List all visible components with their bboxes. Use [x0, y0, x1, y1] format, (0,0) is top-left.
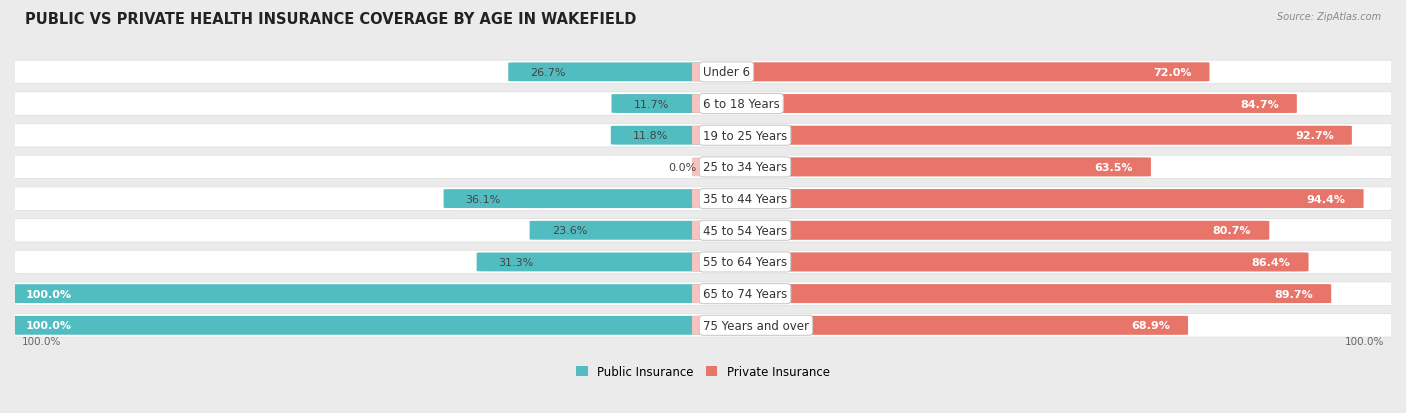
Text: 72.0%: 72.0%	[1153, 68, 1191, 78]
FancyBboxPatch shape	[720, 95, 1296, 114]
FancyBboxPatch shape	[509, 63, 714, 82]
FancyBboxPatch shape	[1, 124, 1405, 147]
Text: 31.3%: 31.3%	[499, 257, 534, 267]
Text: 100.0%: 100.0%	[25, 320, 72, 330]
Text: Source: ZipAtlas.com: Source: ZipAtlas.com	[1277, 12, 1381, 22]
FancyBboxPatch shape	[720, 253, 1309, 272]
FancyBboxPatch shape	[610, 126, 714, 145]
Text: 11.8%: 11.8%	[633, 131, 668, 141]
Text: 100.0%: 100.0%	[22, 336, 62, 346]
Text: 25 to 34 Years: 25 to 34 Years	[703, 161, 787, 174]
Text: 86.4%: 86.4%	[1251, 257, 1291, 267]
Text: 100.0%: 100.0%	[25, 289, 72, 299]
Text: 94.4%: 94.4%	[1306, 194, 1346, 204]
FancyBboxPatch shape	[692, 221, 1270, 240]
FancyBboxPatch shape	[1, 219, 1405, 242]
FancyBboxPatch shape	[1, 314, 1405, 337]
FancyBboxPatch shape	[1, 156, 1405, 179]
Text: 45 to 54 Years: 45 to 54 Years	[703, 224, 787, 237]
FancyBboxPatch shape	[530, 221, 714, 240]
FancyBboxPatch shape	[720, 285, 1331, 303]
FancyBboxPatch shape	[1, 61, 1405, 84]
Text: 35 to 44 Years: 35 to 44 Years	[703, 192, 787, 206]
Text: 100.0%: 100.0%	[1344, 336, 1384, 346]
FancyBboxPatch shape	[692, 126, 1351, 145]
Legend: Public Insurance, Private Insurance: Public Insurance, Private Insurance	[576, 366, 830, 378]
Text: 55 to 64 Years: 55 to 64 Years	[703, 256, 787, 269]
FancyBboxPatch shape	[1, 188, 1405, 211]
FancyBboxPatch shape	[1, 251, 1405, 274]
Text: 75 Years and over: 75 Years and over	[703, 319, 808, 332]
Text: PUBLIC VS PRIVATE HEALTH INSURANCE COVERAGE BY AGE IN WAKEFIELD: PUBLIC VS PRIVATE HEALTH INSURANCE COVER…	[25, 12, 637, 27]
FancyBboxPatch shape	[692, 190, 1364, 209]
FancyBboxPatch shape	[477, 253, 714, 272]
Text: 92.7%: 92.7%	[1295, 131, 1334, 141]
Text: 89.7%: 89.7%	[1274, 289, 1313, 299]
FancyBboxPatch shape	[4, 316, 714, 335]
Text: 65 to 74 Years: 65 to 74 Years	[703, 287, 787, 300]
FancyBboxPatch shape	[692, 63, 1209, 82]
Text: 0.0%: 0.0%	[668, 162, 696, 173]
FancyBboxPatch shape	[720, 126, 1351, 145]
Text: 63.5%: 63.5%	[1094, 162, 1133, 173]
FancyBboxPatch shape	[692, 253, 1309, 272]
FancyBboxPatch shape	[720, 158, 1152, 177]
Text: 84.7%: 84.7%	[1240, 99, 1279, 109]
FancyBboxPatch shape	[692, 158, 1152, 177]
FancyBboxPatch shape	[4, 285, 714, 303]
Text: Under 6: Under 6	[703, 66, 749, 79]
FancyBboxPatch shape	[692, 316, 1188, 335]
FancyBboxPatch shape	[720, 190, 1364, 209]
Text: 23.6%: 23.6%	[551, 226, 588, 236]
FancyBboxPatch shape	[720, 316, 1188, 335]
FancyBboxPatch shape	[720, 63, 1209, 82]
FancyBboxPatch shape	[692, 95, 1296, 114]
FancyBboxPatch shape	[692, 285, 1331, 303]
Text: 6 to 18 Years: 6 to 18 Years	[703, 98, 780, 111]
FancyBboxPatch shape	[444, 190, 714, 209]
Text: 80.7%: 80.7%	[1213, 226, 1251, 236]
Text: 26.7%: 26.7%	[530, 68, 565, 78]
FancyBboxPatch shape	[720, 221, 1270, 240]
Text: 11.7%: 11.7%	[634, 99, 669, 109]
FancyBboxPatch shape	[612, 95, 714, 114]
Text: 36.1%: 36.1%	[465, 194, 501, 204]
Text: 19 to 25 Years: 19 to 25 Years	[703, 129, 787, 142]
FancyBboxPatch shape	[1, 282, 1405, 306]
FancyBboxPatch shape	[1, 93, 1405, 116]
Text: 68.9%: 68.9%	[1132, 320, 1170, 330]
